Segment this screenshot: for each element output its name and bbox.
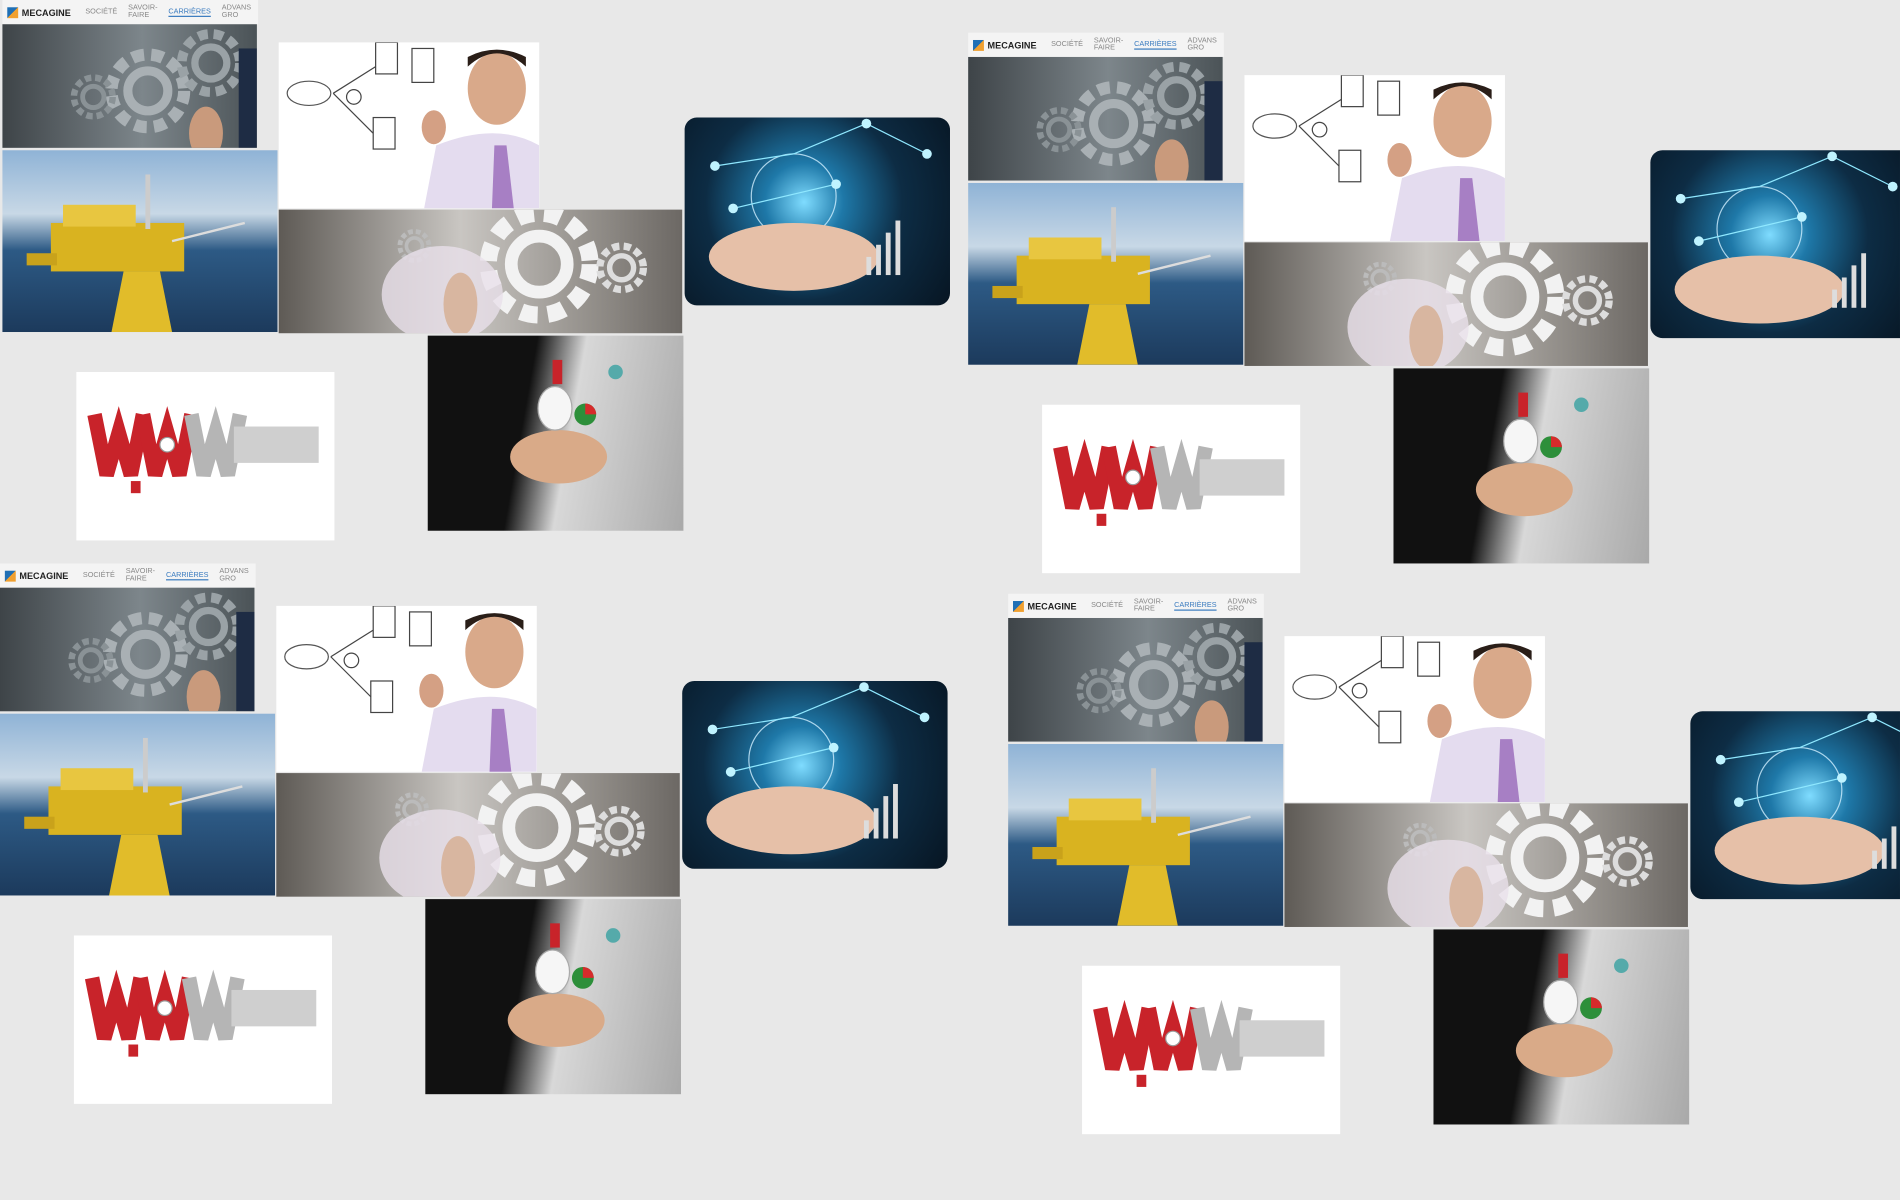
man-sketch-image — [1244, 75, 1505, 242]
gear-hand-image — [276, 773, 680, 897]
nav-item[interactable]: SAVOIR-FAIRE — [1093, 37, 1124, 53]
lightbulb-hand-image — [427, 335, 684, 531]
logo-text: MECAGINE — [19, 570, 69, 582]
site-header: MECAGINE SOCIÉTÉ SAVOIR-FAIRE CARRIÈRES ADVA… — [1008, 593, 1264, 618]
nav-item[interactable]: SAVOIR-FAIRE — [1133, 598, 1164, 614]
site-header: MECAGINE SOCIÉTÉ SAVOIR-FAIRE CARRIÈRES ADVA… — [968, 32, 1224, 57]
nav-item[interactable]: SOCIÉTÉ — [1091, 602, 1123, 610]
logo[interactable]: MECAGINE — [1013, 600, 1077, 612]
gear-hand-image — [1244, 242, 1648, 366]
image-cluster: MECAGINE SOCIÉTÉ SAVOIR-FAIRE CARRIÈRES ADVA… — [966, 32, 1900, 578]
nav-item[interactable]: SOCIÉTÉ — [82, 571, 115, 580]
gear-hand-image — [278, 209, 683, 334]
site-header: MECAGINE SOCIÉTÉ SAVOIR-FAIRE CARRIÈRES ADVA… — [2, 0, 259, 25]
logo-text: MECAGINE — [21, 6, 71, 18]
nav-item[interactable]: ADVANS GRO — [1187, 37, 1217, 53]
nav-item[interactable]: CARRIÈRES — [1134, 40, 1177, 50]
hand-globe-image — [1650, 150, 1900, 339]
gear-image — [0, 587, 255, 712]
man-sketch-image — [1284, 636, 1545, 803]
nav-item[interactable]: SOCIÉTÉ — [85, 8, 118, 16]
logo-text: MECAGINE — [1027, 600, 1077, 612]
image-cluster: MECAGINE SOCIÉTÉ SAVOIR-FAIRE CARRIÈRES ADVA… — [1006, 593, 1900, 1139]
gear-image — [2, 24, 257, 148]
nav-item[interactable]: SOCIÉTÉ — [1051, 41, 1084, 49]
image-cluster: MECAGINE SOCIÉTÉ SAVOIR-FAIRE CARRIÈRES ADVA… — [0, 563, 955, 1108]
man-sketch-image — [278, 42, 540, 209]
hand-globe-image — [1690, 711, 1900, 900]
logo[interactable]: MECAGINE — [973, 39, 1037, 51]
lightbulb-hand-image — [425, 899, 681, 1095]
nav-item[interactable]: CARRIÈRES — [168, 7, 211, 17]
image-cluster: MECAGINE SOCIÉTÉ SAVOIR-FAIRE CARRIÈRES ADVA… — [0, 0, 957, 545]
www-image — [1082, 965, 1341, 1135]
lightbulb-hand-image — [1393, 368, 1650, 564]
hand-globe-image — [684, 117, 950, 306]
lightbulb-hand-image — [1433, 929, 1690, 1125]
oil-platform-image — [1008, 744, 1284, 926]
nav-item[interactable]: SAVOIR-FAIRE — [125, 568, 156, 583]
www-image — [76, 372, 335, 541]
nav-item[interactable]: SAVOIR-FAIRE — [128, 4, 158, 20]
logo-text: MECAGINE — [987, 39, 1037, 51]
man-sketch-image — [276, 605, 537, 772]
gear-image — [968, 56, 1223, 181]
www-image — [1042, 404, 1301, 574]
gear-image — [1008, 617, 1263, 742]
nav-item[interactable]: CARRIÈRES — [166, 571, 209, 580]
oil-platform-image — [2, 150, 278, 333]
logo[interactable]: MECAGINE — [4, 570, 69, 582]
nav-item[interactable]: CARRIÈRES — [1174, 601, 1217, 611]
hand-globe-image — [682, 680, 948, 869]
www-image — [73, 935, 333, 1104]
nav-item[interactable]: ADVANS GRO — [219, 568, 249, 583]
oil-platform-image — [968, 182, 1244, 365]
site-header: MECAGINE SOCIÉTÉ SAVOIR-FAIRE CARRIÈRES ADVA… — [0, 563, 256, 588]
gear-hand-image — [1284, 803, 1688, 927]
oil-platform-image — [0, 713, 276, 896]
nav-item[interactable]: ADVANS GRO — [1227, 598, 1257, 614]
nav-item[interactable]: ADVANS GRO — [221, 4, 252, 20]
logo[interactable]: MECAGINE — [7, 6, 71, 18]
